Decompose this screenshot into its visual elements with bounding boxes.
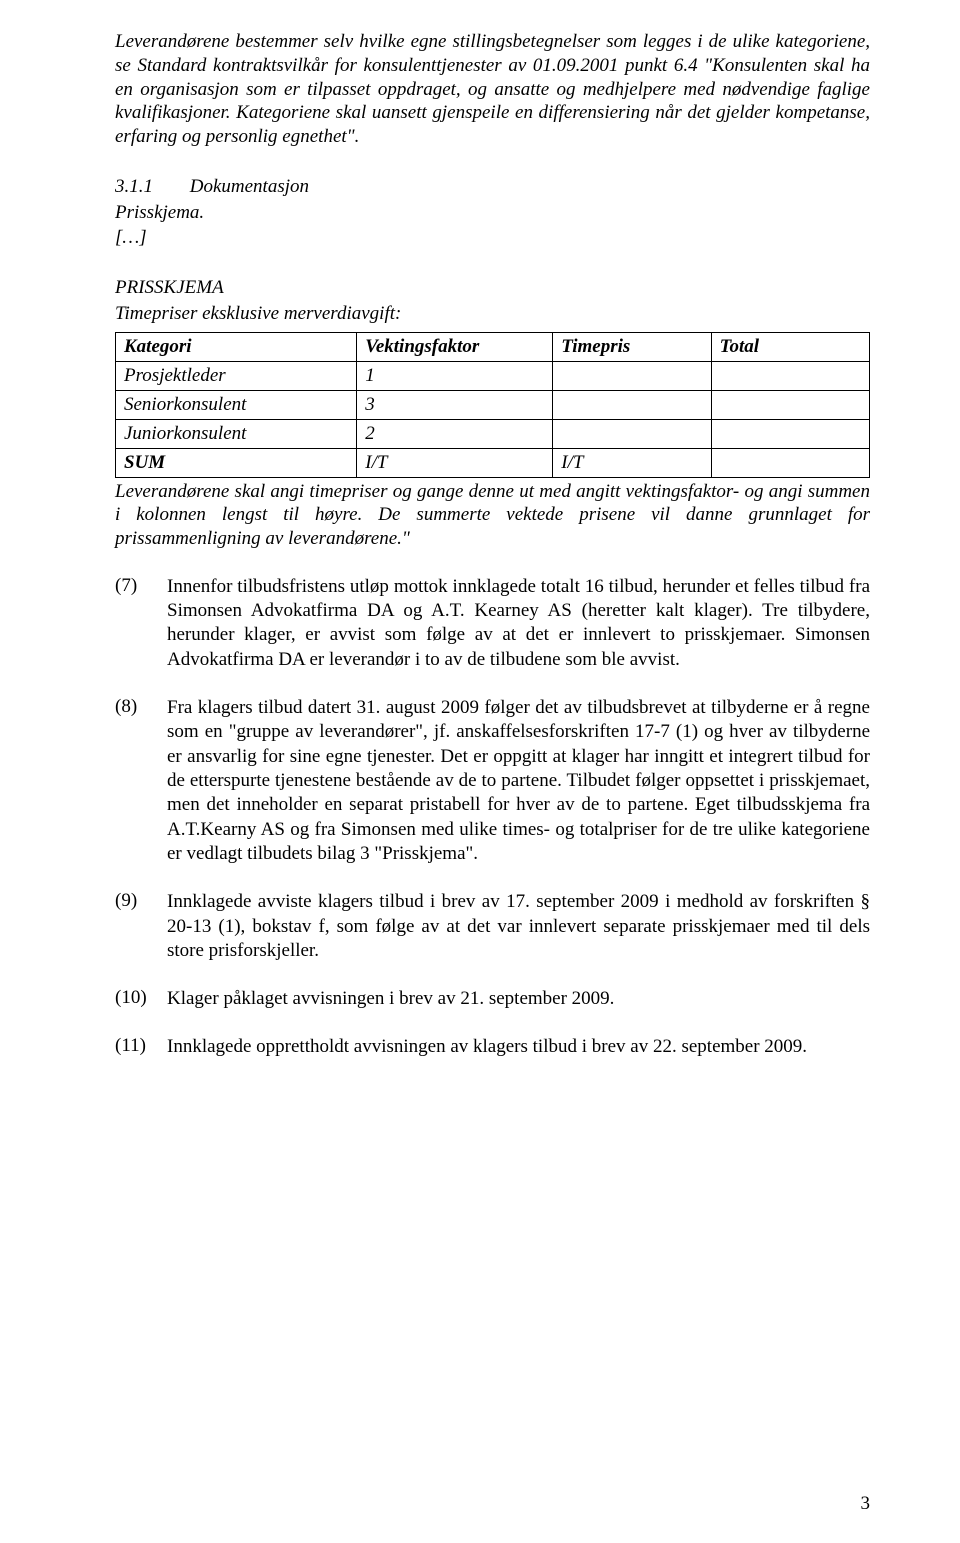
numbered-paragraph-7: (7) Innenfor tilbudsfristens utløp motto… [115,575,870,672]
paragraph-number: (9) [115,890,155,963]
paragraph-body: Innenfor tilbudsfristens utløp mottok in… [167,575,870,672]
table-cell [711,448,869,477]
table-footer-paragraph: Leverandørene skal angi timepriser og ga… [115,480,870,551]
paragraph-number: (8) [115,696,155,866]
section-title: Dokumentasjon [158,176,309,197]
table-header-row: Kategori Vektingsfaktor Timepris Total [116,332,870,361]
table-cell: 3 [357,390,553,419]
numbered-paragraph-9: (9) Innklagede avviste klagers tilbud i … [115,890,870,963]
table-row-sum: SUM I/T I/T [116,448,870,477]
table-cell [553,419,711,448]
table-cell: I/T [553,448,711,477]
page-number: 3 [861,1493,871,1515]
table-header-cell: Total [711,332,869,361]
paragraph-body: Klager påklaget avvisningen i brev av 21… [167,987,870,1011]
paragraph-body: Fra klagers tilbud datert 31. august 200… [167,696,870,866]
section-heading: 3.1.1 Dokumentasjon [115,175,870,199]
table-intro: Timepriser eksklusive merverdiavgift: [115,302,870,326]
table-cell: Prosjektleder [116,361,357,390]
numbered-paragraph-11: (11) Innklagede opprettholdt avvisningen… [115,1035,870,1059]
intro-paragraph: Leverandørene bestemmer selv hvilke egne… [115,30,870,149]
paragraph-number: (10) [115,987,155,1011]
section-line-prisskjema: Prisskjema. [115,201,870,225]
section-number: 3.1.1 [115,176,153,197]
paragraph-body: Innklagede opprettholdt avvisningen av k… [167,1035,870,1059]
paragraph-number: (7) [115,575,155,672]
paragraph-number: (11) [115,1035,155,1059]
table-cell: 2 [357,419,553,448]
table-cell [711,361,869,390]
table-cell [711,419,869,448]
table-row: Juniorkonsulent 2 [116,419,870,448]
table-cell [553,361,711,390]
numbered-paragraph-10: (10) Klager påklaget avvisningen i brev … [115,987,870,1011]
table-row: Prosjektleder 1 [116,361,870,390]
table-cell [711,390,869,419]
table-cell: Seniorkonsulent [116,390,357,419]
table-cell: Juniorkonsulent [116,419,357,448]
section-ellipsis: […] [115,226,870,250]
table-header-cell: Kategori [116,332,357,361]
table-cell [553,390,711,419]
table-cell: I/T [357,448,553,477]
paragraph-body: Innklagede avviste klagers tilbud i brev… [167,890,870,963]
table-heading: PRISSKJEMA [115,276,870,300]
table-header-cell: Timepris [553,332,711,361]
table-row: Seniorkonsulent 3 [116,390,870,419]
numbered-paragraph-8: (8) Fra klagers tilbud datert 31. august… [115,696,870,866]
document-page: Leverandørene bestemmer selv hvilke egne… [0,0,960,1543]
table-cell: SUM [116,448,357,477]
table-header-cell: Vektingsfaktor [357,332,553,361]
price-table: Kategori Vektingsfaktor Timepris Total P… [115,332,870,478]
table-cell: 1 [357,361,553,390]
